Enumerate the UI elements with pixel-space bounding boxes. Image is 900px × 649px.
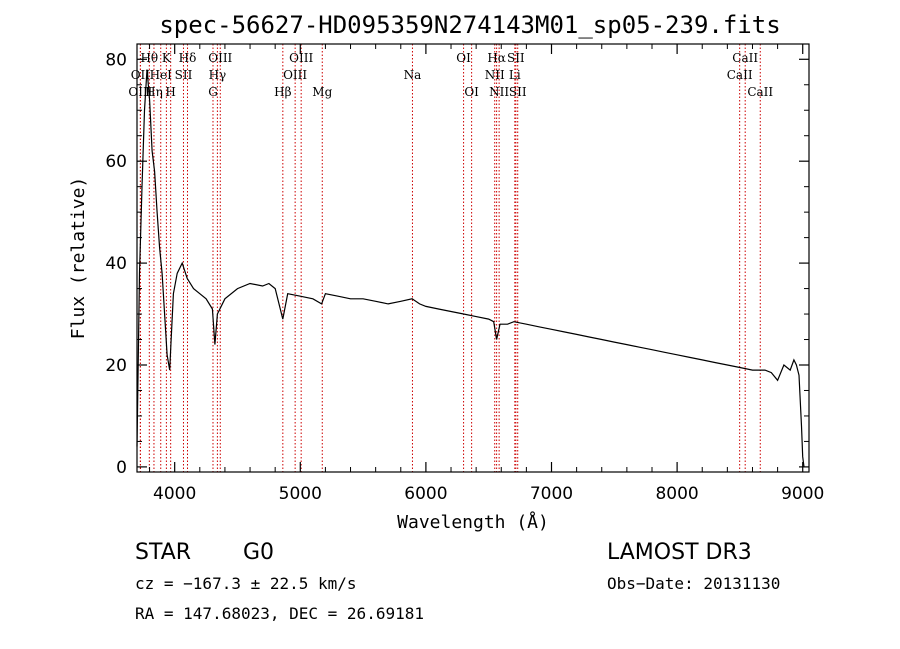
- line-marker-label-25: CaII: [732, 51, 758, 65]
- line-marker-label-12: OIII: [289, 51, 313, 65]
- line-marker-label-18: OI: [464, 85, 479, 99]
- line-marker-label-9: OIII: [208, 51, 232, 65]
- survey-name: LAMOST DR3: [607, 540, 752, 565]
- line-marker-label-8: Hδ: [179, 51, 197, 65]
- y-tick-label-2: 40: [105, 254, 127, 274]
- line-marker-label-16: Na: [404, 68, 422, 82]
- line-marker-label-5: Hη: [145, 85, 163, 99]
- object-class: STAR: [135, 540, 191, 565]
- obs-date: Obs−Date: 20131130: [607, 574, 780, 593]
- line-marker-label-11: G: [208, 85, 218, 99]
- line-marker-label-26: CaII: [727, 68, 753, 82]
- object-subclass: G0: [243, 540, 274, 565]
- line-marker-label-21: NII: [485, 68, 505, 82]
- x-tick-label-1: 5000: [279, 484, 322, 504]
- y-tick-label-3: 60: [105, 152, 127, 172]
- x-tick-label-2: 6000: [404, 484, 447, 504]
- line-marker-label-17: OI: [456, 51, 471, 65]
- line-marker-label-7: H: [165, 85, 175, 99]
- y-tick-label-1: 20: [105, 356, 127, 376]
- chart-title: spec-56627-HD095359N274143M01_sp05-239.f…: [159, 11, 780, 39]
- y-axis-ticks: 0 20 40 60 80: [105, 50, 809, 478]
- x-tick-label-5: 9000: [781, 484, 824, 504]
- spectrum-series-line: [136, 69, 805, 467]
- line-marker-label-6: SII: [175, 68, 193, 82]
- y-axis-label: Flux (relative): [68, 177, 89, 340]
- line-marker-label-10: Hγ: [209, 68, 227, 82]
- coordinates: RA = 147.68023, DEC = 26.69181: [135, 604, 424, 623]
- line-marker-label-22: Li: [509, 68, 521, 82]
- x-axis-ticks: 4000 5000 6000 7000 8000 9000: [149, 44, 824, 504]
- line-marker-label-2: OIII: [128, 85, 152, 99]
- cz-value: cz = −167.3 ± 22.5 km/s: [135, 574, 357, 593]
- x-axis-label: Wavelength (Å): [397, 511, 549, 533]
- y-tick-label-0: 0: [116, 458, 127, 478]
- line-marker-label-24: SII: [509, 85, 527, 99]
- line-markers: [139, 44, 761, 472]
- line-marker-label-19: Hα: [487, 51, 506, 65]
- line-marker-label-1: OII: [131, 68, 151, 82]
- x-tick-label-3: 7000: [530, 484, 573, 504]
- plot-frame: [136, 43, 810, 473]
- line-marker-label-3: K: [162, 51, 172, 65]
- line-marker-label-14: Hβ: [274, 85, 291, 99]
- x-tick-label-4: 8000: [655, 484, 698, 504]
- x-tick-label-0: 4000: [153, 484, 196, 504]
- line-marker-label-20: SII: [507, 51, 525, 65]
- line-marker-label-15: Mg: [312, 85, 332, 99]
- line-marker-label-27: CaII: [747, 85, 773, 99]
- line-marker-label-4: HeI: [150, 68, 173, 82]
- line-marker-label-0: Hθ: [140, 51, 158, 65]
- line-marker-label-23: NII: [489, 85, 509, 99]
- y-tick-label-4: 80: [105, 50, 127, 70]
- line-marker-label-13: OIII: [283, 68, 307, 82]
